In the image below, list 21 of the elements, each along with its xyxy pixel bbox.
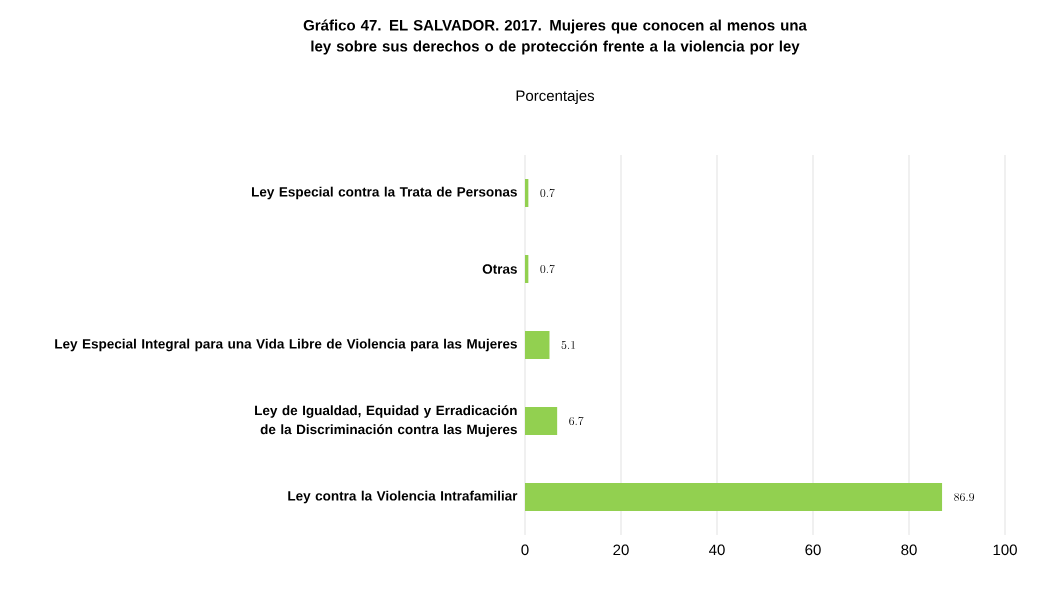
y-tick-label: Ley Especial contra la Trata de Personas xyxy=(252,186,517,200)
x-tick-label: 20 xyxy=(613,544,629,556)
x-tick-label: 100 xyxy=(993,544,1017,556)
chart-title: Gráfico 47. EL SALVADOR. 2017. Mujeres que conocen al menos una ley sobre sus derechos o de protección frente a la violencia por ley xyxy=(303,19,807,55)
y-tick-label: Otras xyxy=(482,264,517,274)
bar xyxy=(525,407,558,435)
data-label: 6.7 xyxy=(569,416,584,426)
x-tick-label: 80 xyxy=(901,544,917,556)
data-label: 5. 1 xyxy=(561,340,576,350)
y-tick-label: Ley de Igualdad, Equidad y Erradicación de la Discriminación contra las Mujeres xyxy=(255,405,517,437)
data-label: 86.9 xyxy=(954,492,975,502)
data-label: 0.7 xyxy=(540,264,555,274)
x-tick-label: 60 xyxy=(805,544,821,556)
x-tick-label: 40 xyxy=(709,544,725,556)
bar xyxy=(525,331,550,359)
chart-subtitle: Porcentajes xyxy=(516,90,595,104)
x-tick-label: 0 xyxy=(521,544,529,556)
y-tick-label: Ley Especial Integral para una Vida Libre de Violencia para las Mujeres xyxy=(55,338,517,352)
data-label: 0.7 xyxy=(540,188,555,198)
y-tick-label: Ley contra la Violencia Intrafamiliar xyxy=(288,490,518,504)
bar xyxy=(525,483,943,511)
